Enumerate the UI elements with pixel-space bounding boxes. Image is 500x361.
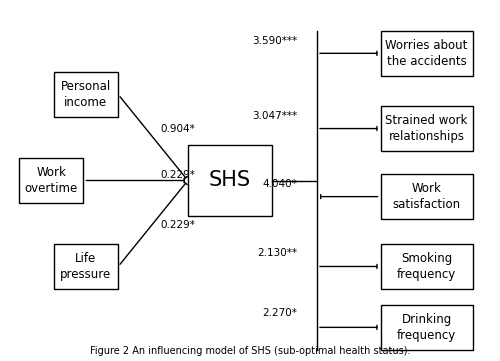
Text: Life
pressure: Life pressure bbox=[60, 252, 112, 281]
Text: 3.590***: 3.590*** bbox=[252, 36, 297, 46]
Bar bbox=[380, 244, 472, 289]
Bar bbox=[188, 145, 272, 216]
Text: Work
satisfaction: Work satisfaction bbox=[392, 182, 460, 211]
Bar bbox=[380, 305, 472, 350]
Bar bbox=[19, 158, 84, 203]
Text: Worries about
the accidents: Worries about the accidents bbox=[386, 39, 468, 68]
Bar bbox=[380, 31, 472, 76]
Text: Personal
income: Personal income bbox=[61, 80, 111, 109]
Bar bbox=[380, 106, 472, 151]
Text: 0.904*: 0.904* bbox=[160, 123, 196, 134]
Text: 2.270*: 2.270* bbox=[262, 308, 297, 318]
Text: Drinking
frequency: Drinking frequency bbox=[397, 313, 456, 342]
Text: Figure 2 An influencing model of SHS (sub-optimal health status).: Figure 2 An influencing model of SHS (su… bbox=[90, 346, 410, 356]
Text: 4.040*: 4.040* bbox=[262, 179, 297, 190]
Bar bbox=[54, 244, 118, 289]
Text: Smoking
frequency: Smoking frequency bbox=[397, 252, 456, 281]
Text: 0.229*: 0.229* bbox=[160, 220, 196, 230]
Text: 2.130**: 2.130** bbox=[257, 248, 297, 257]
Text: 0.229*: 0.229* bbox=[160, 170, 196, 180]
Text: SHS: SHS bbox=[209, 170, 251, 191]
Text: Work
overtime: Work overtime bbox=[24, 166, 78, 195]
Bar bbox=[54, 72, 118, 117]
Text: 3.047***: 3.047*** bbox=[252, 112, 297, 121]
Bar bbox=[380, 174, 472, 219]
Text: Strained work
relationships: Strained work relationships bbox=[386, 114, 468, 143]
